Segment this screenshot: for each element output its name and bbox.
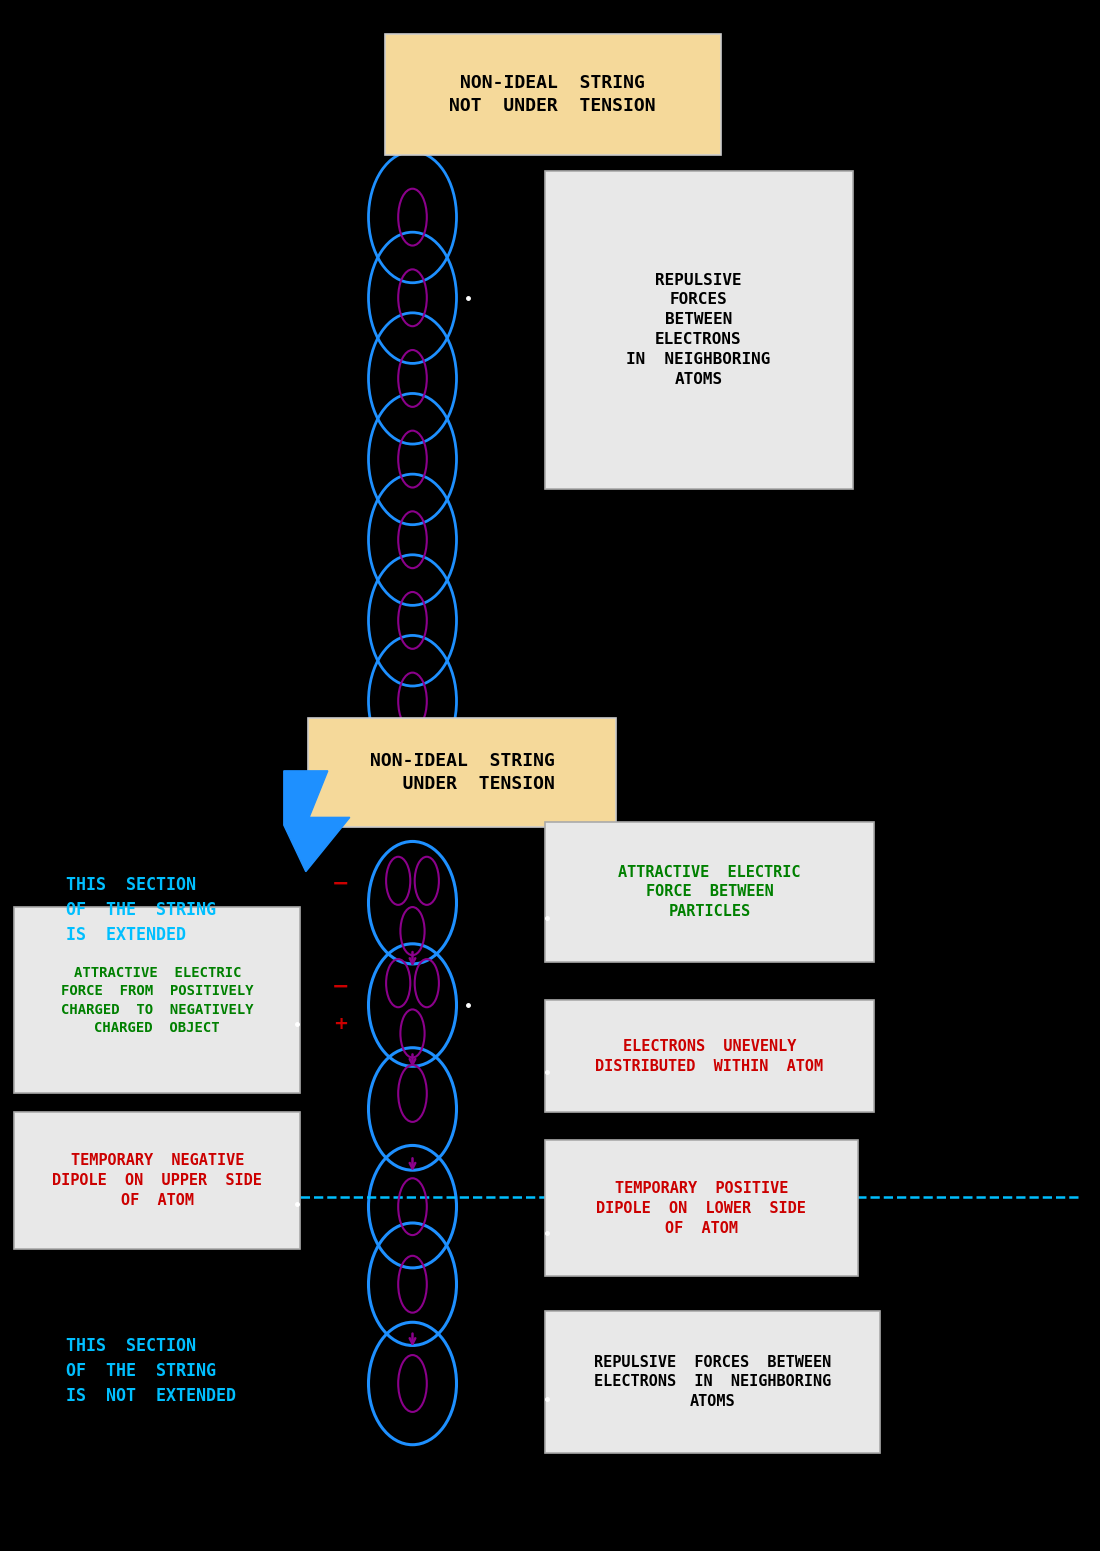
FancyBboxPatch shape <box>308 718 616 827</box>
FancyBboxPatch shape <box>544 171 852 489</box>
Polygon shape <box>284 771 350 872</box>
FancyBboxPatch shape <box>544 822 874 962</box>
Text: NON-IDEAL  STRING
   UNDER  TENSION: NON-IDEAL STRING UNDER TENSION <box>370 752 554 793</box>
Text: TEMPORARY  NEGATIVE
DIPOLE  ON  UPPER  SIDE
OF  ATOM: TEMPORARY NEGATIVE DIPOLE ON UPPER SIDE … <box>53 1152 262 1208</box>
FancyBboxPatch shape <box>544 1000 874 1112</box>
FancyBboxPatch shape <box>14 1112 300 1249</box>
Text: THIS  SECTION
OF  THE  STRING
IS  NOT  EXTENDED: THIS SECTION OF THE STRING IS NOT EXTEND… <box>66 1337 236 1405</box>
FancyBboxPatch shape <box>544 1311 880 1453</box>
Text: TEMPORARY  POSITIVE
DIPOLE  ON  LOWER  SIDE
OF  ATOM: TEMPORARY POSITIVE DIPOLE ON LOWER SIDE … <box>596 1180 806 1236</box>
FancyBboxPatch shape <box>385 34 720 155</box>
Text: −: − <box>332 875 350 893</box>
FancyBboxPatch shape <box>544 1140 858 1276</box>
Text: REPULSIVE
FORCES
BETWEEN
ELECTRONS
IN  NEIGHBORING
ATOMS: REPULSIVE FORCES BETWEEN ELECTRONS IN NE… <box>626 273 771 386</box>
Text: ATTRACTIVE  ELECTRIC
FORCE  FROM  POSITIVELY
CHARGED  TO  NEGATIVELY
CHARGED  OB: ATTRACTIVE ELECTRIC FORCE FROM POSITIVEL… <box>60 966 254 1035</box>
Text: THIS  SECTION
OF  THE  STRING
IS  EXTENDED: THIS SECTION OF THE STRING IS EXTENDED <box>66 876 216 945</box>
FancyBboxPatch shape <box>14 907 300 1093</box>
Text: NON-IDEAL  STRING
NOT  UNDER  TENSION: NON-IDEAL STRING NOT UNDER TENSION <box>450 74 656 115</box>
Text: ATTRACTIVE  ELECTRIC
FORCE  BETWEEN
PARTICLES: ATTRACTIVE ELECTRIC FORCE BETWEEN PARTIC… <box>618 864 801 920</box>
Text: REPULSIVE  FORCES  BETWEEN
ELECTRONS  IN  NEIGHBORING
ATOMS: REPULSIVE FORCES BETWEEN ELECTRONS IN NE… <box>594 1354 830 1410</box>
Text: +: + <box>333 1014 349 1033</box>
Text: −: − <box>332 977 350 996</box>
Text: ELECTRONS  UNEVENLY
DISTRIBUTED  WITHIN  ATOM: ELECTRONS UNEVENLY DISTRIBUTED WITHIN AT… <box>595 1039 824 1073</box>
